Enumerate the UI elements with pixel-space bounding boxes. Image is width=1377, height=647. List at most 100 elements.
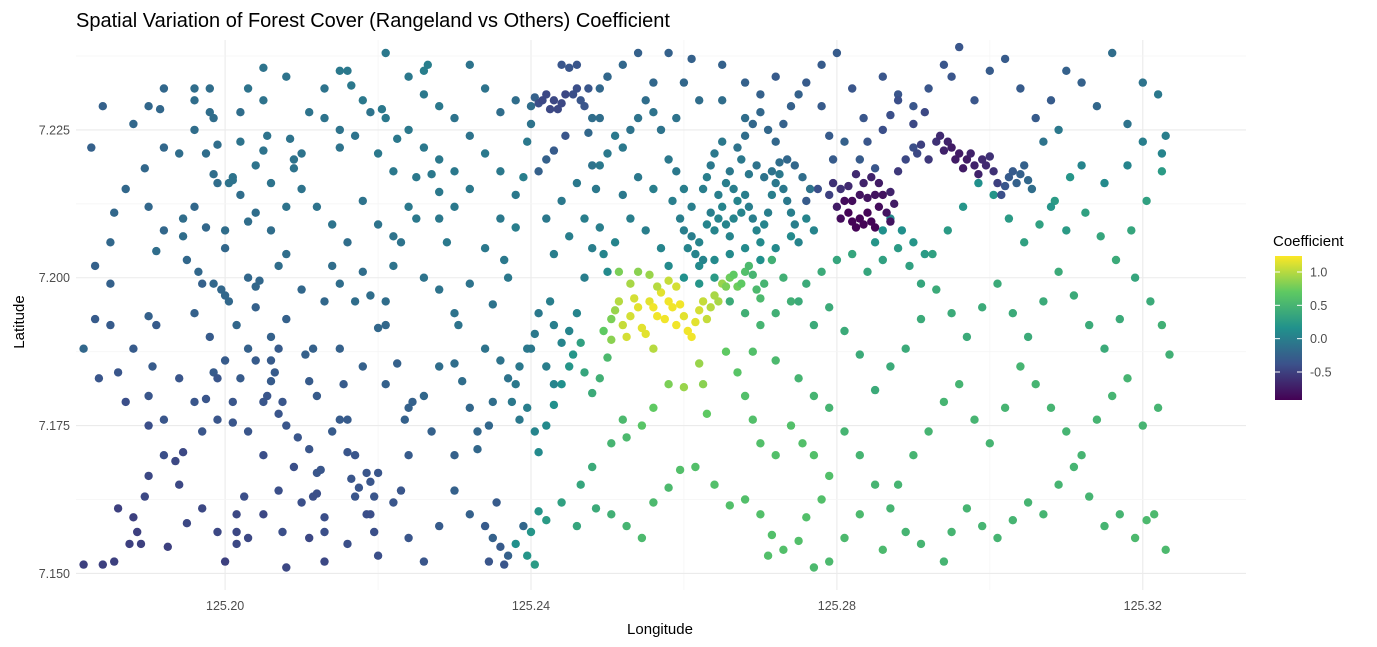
data-point bbox=[748, 119, 757, 129]
data-point bbox=[710, 273, 719, 282]
data-point bbox=[1138, 137, 1148, 146]
data-point bbox=[1065, 173, 1075, 182]
data-point bbox=[312, 202, 322, 211]
data-point bbox=[561, 131, 570, 140]
data-point bbox=[224, 297, 234, 306]
data-point bbox=[679, 78, 689, 87]
data-point bbox=[580, 214, 589, 223]
data-point bbox=[924, 427, 933, 436]
data-point bbox=[496, 214, 505, 223]
data-point bbox=[572, 309, 582, 318]
data-point bbox=[266, 332, 276, 342]
data-point bbox=[916, 279, 926, 288]
data-point bbox=[962, 155, 972, 164]
data-point bbox=[740, 244, 750, 253]
data-point bbox=[618, 415, 627, 424]
data-point bbox=[802, 513, 811, 522]
data-point bbox=[664, 380, 673, 389]
data-point bbox=[683, 244, 692, 253]
data-point bbox=[825, 303, 834, 312]
data-point bbox=[817, 102, 826, 111]
data-point bbox=[465, 510, 474, 519]
data-point bbox=[1039, 297, 1048, 306]
data-point bbox=[626, 214, 635, 223]
data-point bbox=[580, 273, 589, 282]
data-point bbox=[213, 140, 222, 149]
data-point bbox=[484, 557, 494, 566]
data-point bbox=[339, 380, 348, 389]
data-point bbox=[649, 184, 658, 194]
data-point bbox=[610, 238, 620, 247]
data-point bbox=[343, 66, 352, 76]
data-point bbox=[523, 403, 532, 412]
data-point bbox=[622, 521, 631, 531]
data-point bbox=[664, 276, 673, 285]
data-point bbox=[274, 409, 283, 418]
data-point bbox=[672, 282, 681, 291]
data-point bbox=[549, 320, 559, 330]
data-point bbox=[1000, 181, 1010, 191]
data-point bbox=[890, 199, 899, 208]
data-point bbox=[576, 480, 585, 489]
data-point bbox=[511, 539, 520, 549]
data-point bbox=[729, 270, 738, 279]
data-point bbox=[400, 415, 409, 424]
data-point bbox=[259, 510, 268, 519]
data-point bbox=[935, 131, 945, 140]
data-point bbox=[450, 113, 459, 123]
data-point bbox=[909, 102, 918, 111]
data-point bbox=[633, 173, 643, 182]
data-point bbox=[545, 297, 555, 306]
data-point bbox=[756, 90, 765, 99]
data-point bbox=[756, 294, 765, 303]
data-point bbox=[794, 238, 803, 247]
colorbar bbox=[1275, 256, 1302, 400]
data-point bbox=[786, 208, 796, 217]
data-point bbox=[396, 238, 406, 247]
data-point bbox=[752, 161, 761, 170]
data-point bbox=[232, 527, 241, 537]
data-point bbox=[656, 244, 666, 253]
data-point bbox=[653, 312, 662, 321]
colorbar-tick-label: 0.5 bbox=[1310, 299, 1327, 313]
data-point bbox=[878, 72, 887, 81]
data-point bbox=[698, 380, 708, 389]
data-point bbox=[366, 477, 375, 486]
data-point bbox=[794, 90, 803, 99]
data-point bbox=[404, 72, 413, 81]
data-point bbox=[1123, 161, 1132, 170]
data-point bbox=[783, 196, 792, 206]
data-point bbox=[943, 226, 952, 235]
data-point bbox=[305, 108, 314, 117]
data-point bbox=[1016, 170, 1025, 179]
data-point bbox=[549, 400, 559, 410]
data-point bbox=[675, 214, 685, 223]
data-point bbox=[282, 202, 291, 211]
data-point bbox=[989, 167, 998, 176]
data-point bbox=[1054, 267, 1063, 276]
data-point bbox=[178, 448, 188, 457]
data-point bbox=[1054, 480, 1063, 489]
data-point bbox=[251, 208, 260, 217]
data-point bbox=[213, 374, 222, 383]
data-point bbox=[603, 353, 612, 362]
data-point bbox=[679, 383, 689, 392]
y-tick-label: 7.150 bbox=[39, 567, 70, 581]
data-point bbox=[649, 108, 658, 117]
data-point bbox=[878, 545, 887, 554]
data-point bbox=[962, 332, 972, 342]
data-point bbox=[243, 84, 253, 93]
data-point bbox=[974, 170, 983, 179]
data-point bbox=[266, 356, 276, 365]
data-point bbox=[542, 421, 551, 430]
data-point bbox=[549, 249, 559, 259]
data-point bbox=[435, 362, 444, 371]
data-point bbox=[763, 208, 773, 217]
data-point bbox=[343, 539, 352, 549]
data-point bbox=[1046, 403, 1056, 412]
colorbar-tick-label: -0.5 bbox=[1310, 366, 1332, 380]
chart-title: Spatial Variation of Forest Cover (Range… bbox=[76, 10, 670, 32]
data-point bbox=[121, 397, 130, 407]
data-point bbox=[1081, 208, 1090, 217]
